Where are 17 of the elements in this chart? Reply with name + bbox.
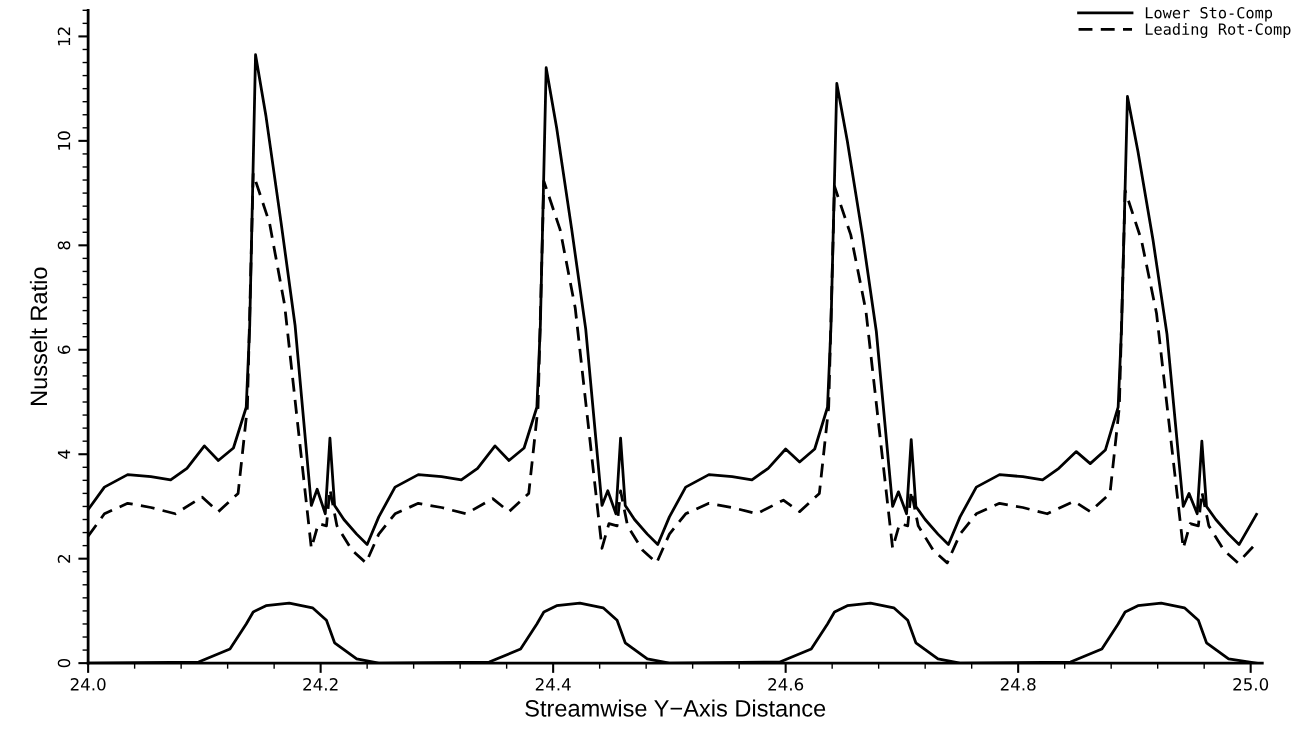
x-tick-label: 24.2 bbox=[303, 678, 338, 691]
y-tick-label: 10 bbox=[57, 131, 71, 150]
y-tick-label: 2 bbox=[57, 555, 71, 563]
y-tick-label: 8 bbox=[57, 241, 71, 250]
y-tick-label: 12 bbox=[57, 27, 71, 46]
y-tick-label: 6 bbox=[57, 345, 71, 354]
x-axis-title: Streamwise Y−Axis Distance bbox=[525, 699, 826, 717]
x-tick-label: 24.8 bbox=[1000, 678, 1036, 691]
y-tick-label: 0 bbox=[57, 658, 71, 668]
legend-label: Lower Sto-Comp bbox=[1145, 6, 1273, 22]
x-tick-label: 24.6 bbox=[768, 678, 804, 691]
y-axis-title: Nusselt Ratio bbox=[29, 267, 48, 405]
x-tick-label: 24.4 bbox=[535, 678, 571, 691]
x-tick-label: 24.0 bbox=[70, 678, 106, 691]
x-tick-label: 25.0 bbox=[1233, 678, 1269, 691]
y-tick-label: 4 bbox=[57, 449, 71, 459]
legend-label: Leading Rot-Comp bbox=[1145, 23, 1291, 38]
